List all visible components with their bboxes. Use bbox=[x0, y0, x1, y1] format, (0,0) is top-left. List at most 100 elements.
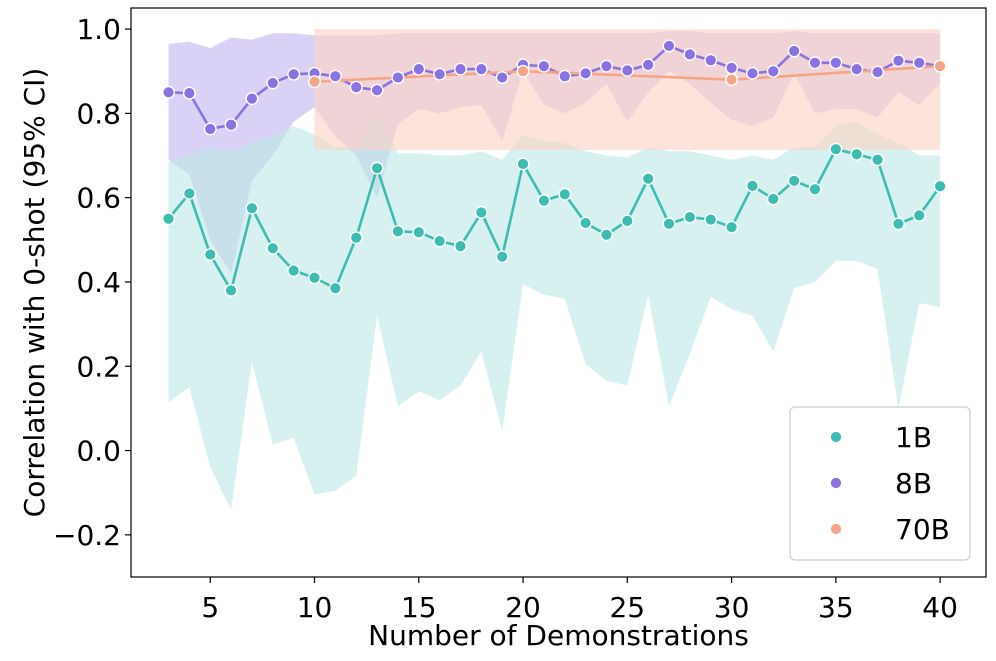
marker-8B-x3 bbox=[162, 85, 176, 99]
y-axis-ticks: −0.2 0.0 0.2 0.4 0.6 0.8 1.0 bbox=[53, 13, 131, 552]
marker-8B-x29 bbox=[704, 53, 718, 67]
marker-1B-x31 bbox=[745, 179, 759, 193]
marker-8B-x31 bbox=[745, 66, 759, 80]
marker-1B-x35 bbox=[829, 142, 843, 156]
marker-1B-x39 bbox=[912, 208, 926, 222]
marker-8B-x4 bbox=[182, 86, 196, 100]
marker-1B-x25 bbox=[620, 214, 634, 228]
marker-1B-x13 bbox=[370, 161, 384, 175]
marker-1B-x17 bbox=[453, 239, 467, 253]
marker-1B-x4 bbox=[182, 186, 196, 200]
marker-1B-x36 bbox=[850, 147, 864, 161]
marker-1B-x21 bbox=[537, 194, 551, 208]
marker-1B-x8 bbox=[266, 241, 280, 255]
marker-8B-x7 bbox=[245, 92, 259, 106]
marker-1B-x23 bbox=[579, 216, 593, 230]
marker-70B-x20 bbox=[516, 64, 530, 78]
x-tick-label-35: 35 bbox=[818, 591, 854, 624]
x-axis-title: Number of Demonstrations bbox=[368, 619, 749, 652]
y-tick-label-6: 1.0 bbox=[76, 13, 121, 46]
marker-8B-x16 bbox=[433, 67, 447, 81]
marker-8B-x19 bbox=[495, 71, 509, 85]
marker-8B-x22 bbox=[558, 69, 572, 83]
marker-1B-x29 bbox=[704, 213, 718, 227]
y-axis-title: Correlation with 0-shot (95% CI) bbox=[18, 68, 51, 518]
x-tick-label-20: 20 bbox=[505, 591, 541, 624]
marker-70B-x10 bbox=[308, 75, 322, 89]
marker-1B-x40 bbox=[933, 179, 947, 193]
marker-1B-x26 bbox=[641, 172, 655, 186]
y-tick-label-3: 0.4 bbox=[76, 266, 121, 299]
x-tick-label-10: 10 bbox=[297, 591, 333, 624]
marker-1B-x11 bbox=[328, 281, 342, 295]
y-tick-label-0: −0.2 bbox=[53, 519, 121, 552]
marker-8B-x15 bbox=[412, 62, 426, 76]
marker-70B-x30 bbox=[725, 73, 739, 87]
marker-8B-x35 bbox=[829, 56, 843, 70]
marker-1B-x32 bbox=[766, 192, 780, 206]
marker-8B-x36 bbox=[850, 62, 864, 76]
legend-box bbox=[789, 406, 971, 561]
marker-8B-x32 bbox=[766, 64, 780, 78]
x-tick-label-30: 30 bbox=[714, 591, 750, 624]
y-tick-label-1: 0.0 bbox=[76, 435, 121, 468]
y-tick-label-5: 0.8 bbox=[76, 97, 121, 130]
legend-label-70B: 70B bbox=[895, 513, 950, 546]
marker-8B-x17 bbox=[453, 62, 467, 76]
x-tick-label-5: 5 bbox=[201, 591, 219, 624]
marker-1B-x16 bbox=[433, 234, 447, 248]
marker-1B-x27 bbox=[662, 217, 676, 231]
x-tick-label-40: 40 bbox=[922, 591, 958, 624]
marker-8B-x14 bbox=[391, 71, 405, 85]
marker-1B-x20 bbox=[516, 157, 530, 171]
marker-8B-x23 bbox=[579, 66, 593, 80]
marker-8B-x37 bbox=[871, 65, 885, 79]
marker-8B-x9 bbox=[287, 67, 301, 81]
marker-1B-x5 bbox=[203, 248, 217, 262]
marker-1B-x7 bbox=[245, 201, 259, 215]
marker-8B-x33 bbox=[787, 44, 801, 58]
marker-1B-x33 bbox=[787, 174, 801, 188]
legend-label-1B: 1B bbox=[895, 421, 932, 454]
marker-8B-x8 bbox=[266, 76, 280, 90]
plot-frame bbox=[130, 7, 987, 578]
marker-1B-x37 bbox=[871, 153, 885, 167]
marker-1B-x30 bbox=[725, 220, 739, 234]
marker-1B-x19 bbox=[495, 250, 509, 264]
legend-marker-8B bbox=[829, 476, 843, 490]
legend: 1B 8B 70B bbox=[789, 406, 971, 561]
marker-1B-x10 bbox=[308, 271, 322, 285]
marker-8B-x5 bbox=[203, 122, 217, 136]
x-tick-label-15: 15 bbox=[401, 591, 437, 624]
marker-1B-x28 bbox=[683, 210, 697, 224]
marker-1B-x22 bbox=[558, 187, 572, 201]
marker-8B-x13 bbox=[370, 83, 384, 97]
marker-8B-x30 bbox=[725, 61, 739, 75]
marker-1B-x6 bbox=[224, 283, 238, 297]
legend-marker-1B bbox=[829, 430, 843, 444]
marker-8B-x11 bbox=[328, 69, 342, 83]
y-tick-label-2: 0.2 bbox=[76, 350, 121, 383]
marker-8B-x12 bbox=[349, 80, 363, 94]
ci-band-1B bbox=[168, 113, 941, 510]
marker-8B-x27 bbox=[662, 39, 676, 53]
legend-label-8B: 8B bbox=[895, 467, 932, 500]
marker-1B-x3 bbox=[162, 212, 176, 226]
marker-8B-x6 bbox=[224, 118, 238, 132]
legend-marker-70B bbox=[829, 522, 843, 536]
series-markers bbox=[162, 39, 947, 297]
marker-8B-x34 bbox=[808, 56, 822, 70]
marker-8B-x28 bbox=[683, 47, 697, 61]
marker-1B-x15 bbox=[412, 225, 426, 239]
marker-1B-x14 bbox=[391, 224, 405, 238]
marker-70B-x40 bbox=[933, 59, 947, 73]
marker-8B-x38 bbox=[891, 54, 905, 68]
marker-1B-x9 bbox=[287, 264, 301, 278]
y-tick-label-4: 0.6 bbox=[76, 182, 121, 215]
marker-1B-x18 bbox=[474, 205, 488, 219]
marker-8B-x24 bbox=[599, 59, 613, 73]
marker-8B-x18 bbox=[474, 62, 488, 76]
marker-8B-x25 bbox=[620, 63, 634, 77]
marker-1B-x34 bbox=[808, 182, 822, 196]
